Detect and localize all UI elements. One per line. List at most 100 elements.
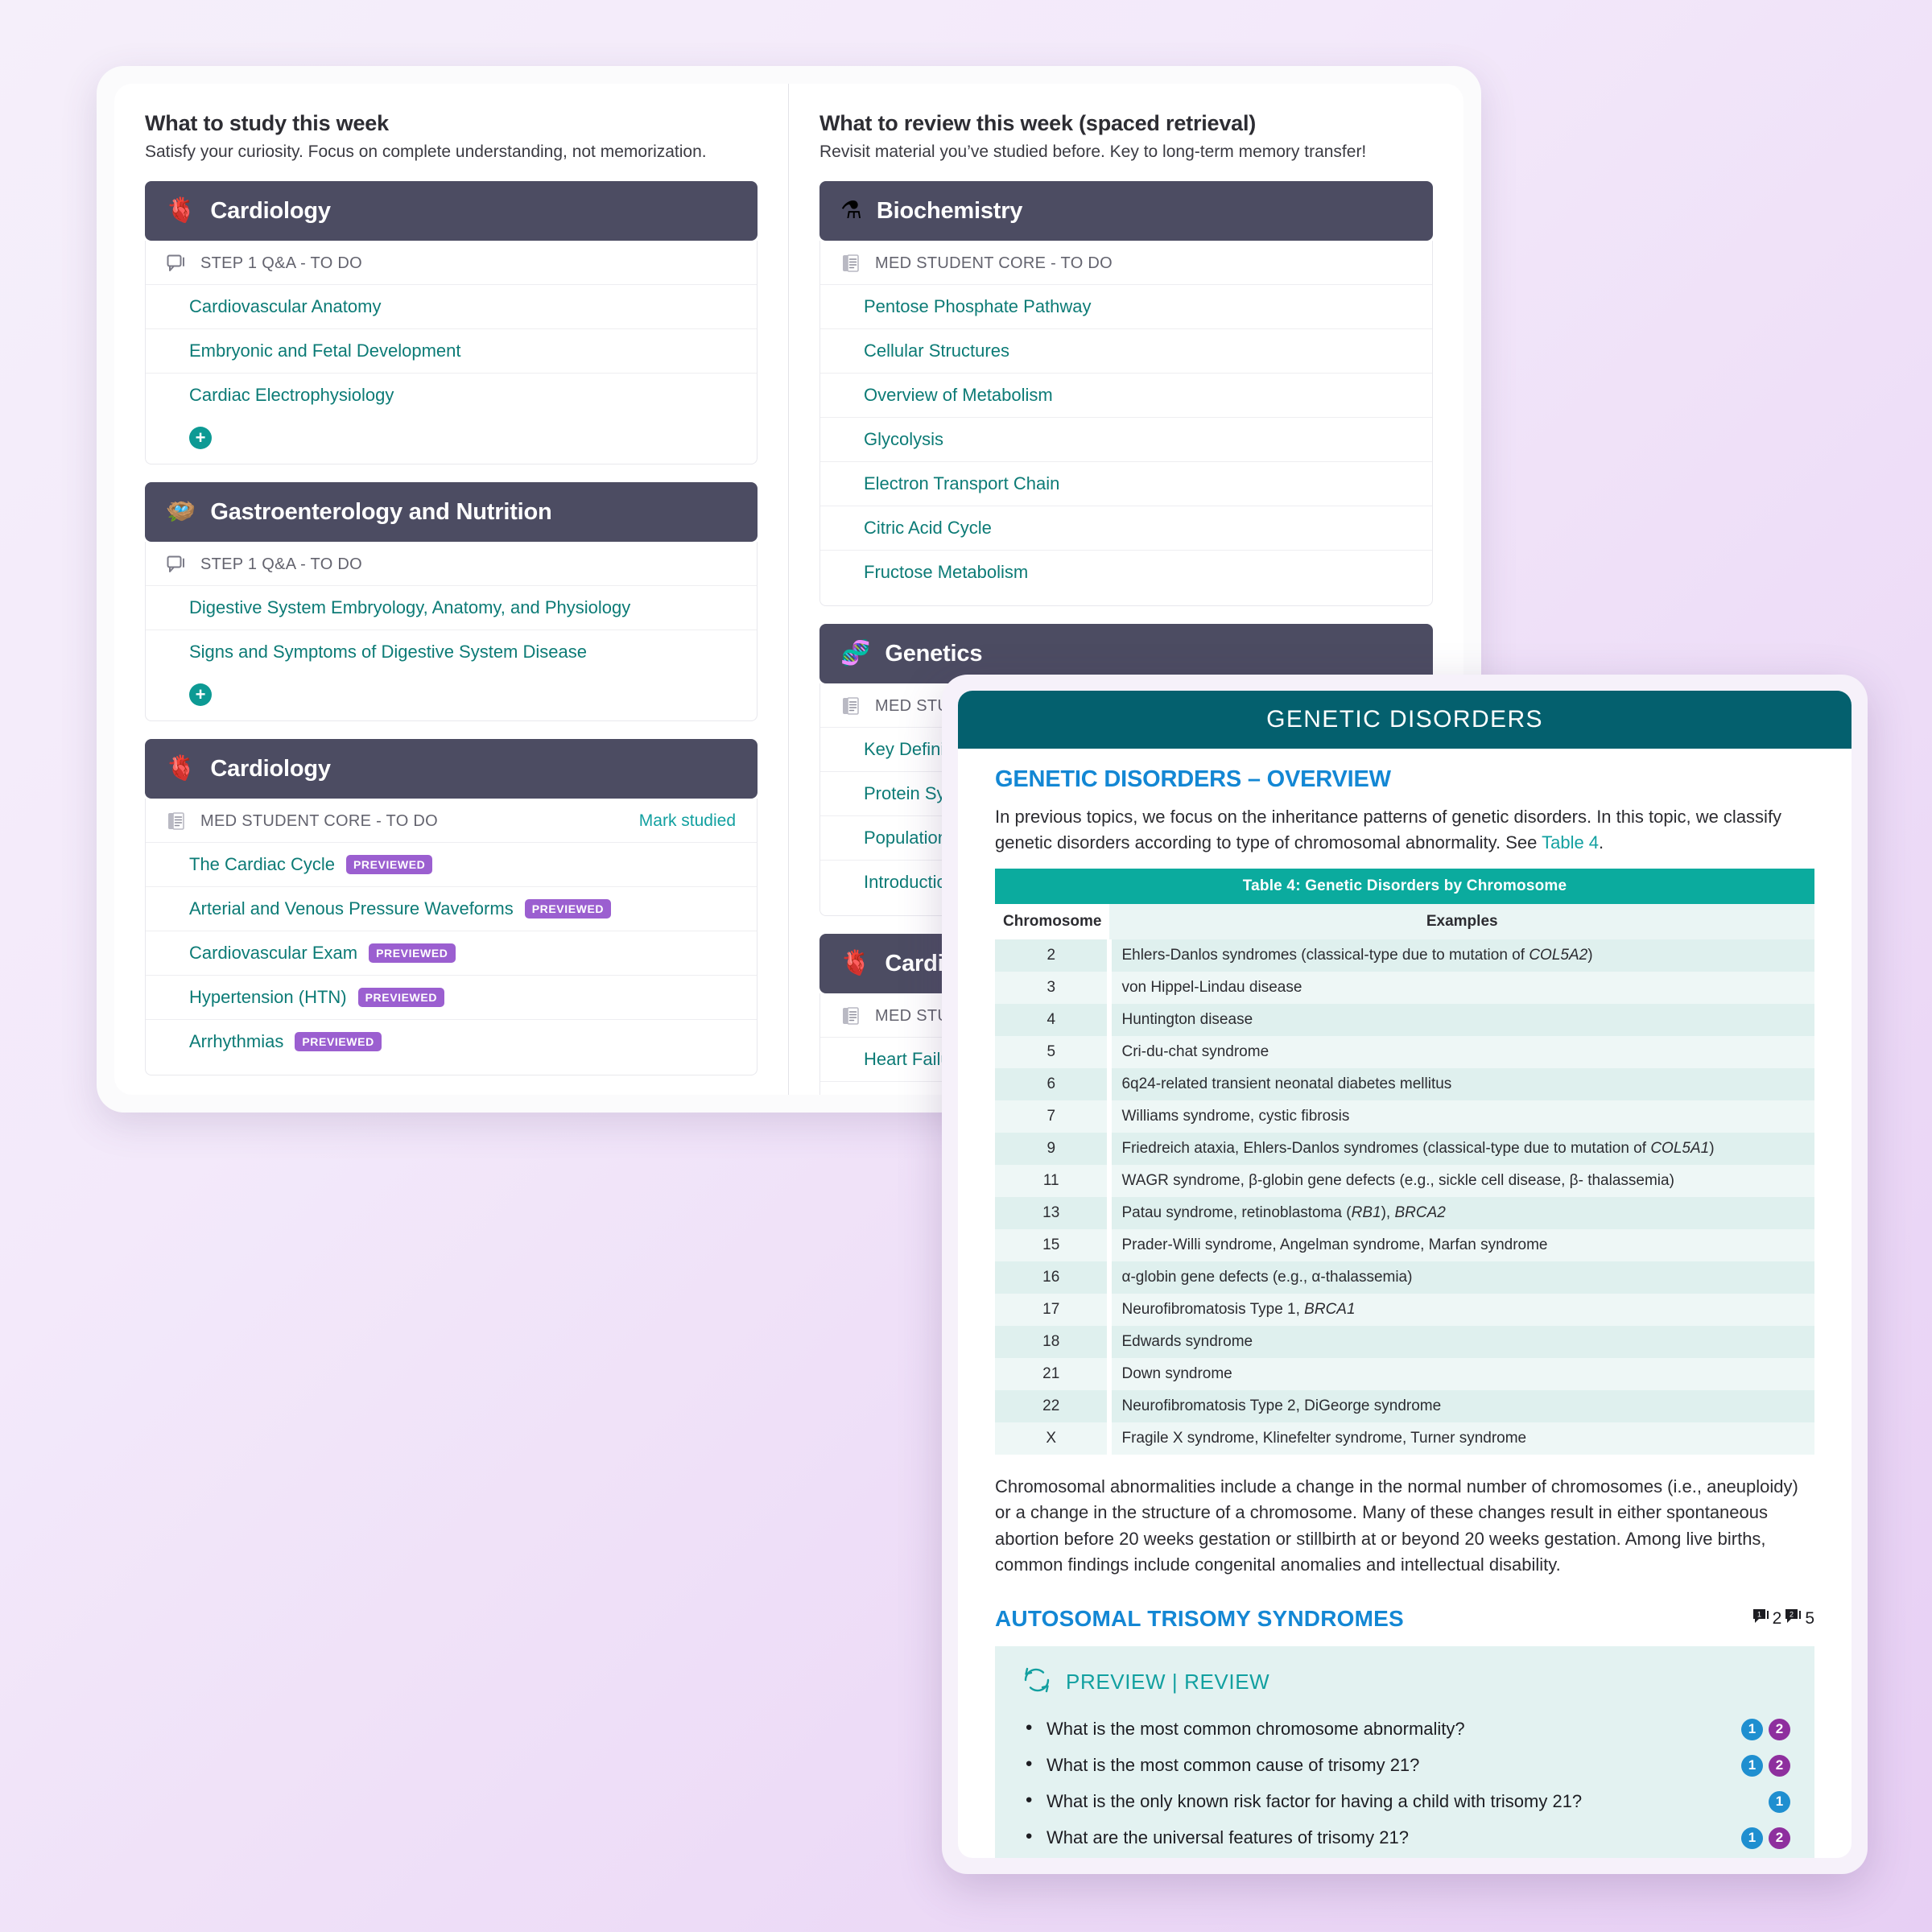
topic-link[interactable]: Glycolysis (864, 429, 944, 449)
topic-row[interactable]: Arrhythmias PREVIEWED (146, 1019, 757, 1063)
topic-link[interactable]: Cellular Structures (864, 341, 1009, 361)
table-cell-chromosome: 16 (995, 1261, 1113, 1294)
topic-link[interactable]: Fructose Metabolism (864, 562, 1029, 582)
table-row: 11 WAGR syndrome, β-globin gene defects (… (995, 1164, 1814, 1197)
overview-paragraph: In previous topics, we focus on the inhe… (995, 804, 1814, 856)
level-2-pill: 2 (1769, 1827, 1790, 1849)
overview-text-before: In previous topics, we focus on the inhe… (995, 807, 1782, 852)
table-cell-examples: Down syndrome (1109, 1357, 1814, 1390)
add-topic-button[interactable]: + (189, 683, 212, 706)
question-item[interactable]: What is the most common cause of trisomy… (1019, 1748, 1790, 1784)
document-body: GENETIC DISORDERS – OVERVIEW In previous… (958, 749, 1852, 1858)
topic-link[interactable]: Electron Transport Chain (864, 473, 1060, 493)
question-item[interactable]: What is the most common chromosome abnor… (1019, 1711, 1790, 1748)
subject-title: Cardiology (210, 197, 331, 224)
previewed-badge: PREVIEWED (524, 899, 612, 919)
svg-text:2: 2 (1790, 1610, 1794, 1618)
topic-link[interactable]: Arterial and Venous Pressure Waveforms (189, 898, 514, 919)
subject-header[interactable]: 🧬 Genetics (819, 624, 1433, 683)
table-cell-examples: Cri-du-chat syndrome (1109, 1035, 1814, 1068)
table-cell-chromosome: 18 (995, 1325, 1113, 1358)
table-cell-examples: Fragile X syndrome, Klinefelter syndrome… (1109, 1422, 1814, 1455)
question-item[interactable]: What is the only known risk factor for h… (1019, 1784, 1790, 1820)
topic-row[interactable]: The Cardiac Cycle PREVIEWED (146, 842, 757, 886)
topic-row[interactable]: Citric Acid Cycle (820, 506, 1432, 550)
topic-row[interactable]: Fructose Metabolism (820, 550, 1432, 594)
subject-title: Biochemistry (876, 197, 1023, 224)
topic-row[interactable]: Cardiac Electrophysiology (146, 373, 757, 417)
subject-card: 🫀 Cardiology STEP 1 Q&A - TO DO Cardiovascu… (145, 181, 758, 464)
subject-header[interactable]: 🪺 Gastroenterology and Nutrition (145, 482, 758, 542)
qa-bubble-2-icon: 2 (1785, 1608, 1802, 1629)
document-banner: GENETIC DISORDERS (958, 691, 1852, 749)
table-cell-chromosome: 17 (995, 1293, 1113, 1326)
topic-row[interactable]: Cellular Structures (820, 328, 1432, 373)
topic-row[interactable]: Hypertension (HTN) PREVIEWED (146, 975, 757, 1019)
topic-row[interactable]: Digestive System Embryology, Anatomy, an… (146, 585, 757, 630)
topic-link[interactable]: Cardiac Electrophysiology (189, 385, 394, 405)
subject-header[interactable]: 🫀 Cardiology (145, 181, 758, 241)
topic-row[interactable]: Pentose Phosphate Pathway (820, 284, 1432, 328)
table-row: 18 Edwards syndrome (995, 1325, 1814, 1358)
question-item[interactable]: What are the universal features of triso… (1019, 1820, 1790, 1856)
topic-link[interactable]: Arrhythmias (189, 1031, 284, 1051)
table-cell-examples: Neurofibromatosis Type 1, BRCA1 (1109, 1293, 1814, 1326)
chromosomal-abnormalities-paragraph: Chromosomal abnormalities include a chan… (995, 1476, 1798, 1575)
add-topic-button[interactable]: + (189, 427, 212, 449)
book-icon (841, 1006, 862, 1026)
topic-row[interactable]: Overview of Metabolism (820, 373, 1432, 417)
topic-link[interactable]: Pentose Phosphate Pathway (864, 296, 1092, 316)
level-1-pill: 1 (1741, 1718, 1763, 1740)
topic-link[interactable]: Cardiovascular Anatomy (189, 296, 382, 316)
topic-link[interactable]: The Cardiac Cycle (189, 854, 335, 874)
table-row: 4 Huntington disease (995, 1003, 1814, 1036)
topic-link[interactable]: Overview of Metabolism (864, 385, 1053, 405)
question-text: What is the most common cause of trisomy… (1046, 1755, 1420, 1776)
preview-review-label: PREVIEW | REVIEW (1066, 1669, 1270, 1694)
topic-row[interactable]: Cardiovascular Exam PREVIEWED (146, 931, 757, 975)
table-row: 7 Williams syndrome, cystic fibrosis (995, 1100, 1814, 1133)
topic-row[interactable]: Cardiovascular Anatomy (146, 284, 757, 328)
mark-studied-link[interactable]: Mark studied (638, 811, 736, 830)
subject-header[interactable]: 🫀 Cardiology (145, 739, 758, 799)
topic-link[interactable]: Hypertension (HTN) (189, 987, 347, 1007)
table-header-examples: Examples (1109, 903, 1814, 939)
table-row: 21 Down syndrome (995, 1357, 1814, 1390)
table-cell-examples: 6q24-related transient neonatal diabetes… (1109, 1067, 1814, 1100)
topic-link[interactable]: Embryonic and Fetal Development (189, 341, 461, 361)
subject-header[interactable]: ⚗ Biochemistry (819, 181, 1433, 241)
question-pills: 1 (1769, 1790, 1790, 1813)
level-1-pill: 1 (1769, 1790, 1790, 1813)
topic-link[interactable]: Digestive System Embryology, Anatomy, an… (189, 597, 631, 617)
column-title: What to review this week (spaced retriev… (819, 111, 1257, 135)
topic-link[interactable]: Signs and Symptoms of Digestive System D… (189, 642, 587, 662)
previewed-badge: PREVIEWED (357, 988, 445, 1007)
topic-row[interactable]: Electron Transport Chain (820, 461, 1432, 506)
topic-row[interactable]: Embryonic and Fetal Development (146, 328, 757, 373)
overview-heading: GENETIC DISORDERS – OVERVIEW (995, 766, 1391, 792)
topic-link[interactable]: Cardiovascular Exam (189, 943, 358, 963)
table-cell-chromosome: 13 (995, 1196, 1113, 1229)
topic-row[interactable]: Signs and Symptoms of Digestive System D… (146, 630, 757, 674)
document-viewer-content: GENETIC DISORDERS GENETIC DISORDERS – OV… (958, 691, 1852, 1858)
dna-icon: 🧬 (840, 640, 871, 667)
table-cell-chromosome: 6 (995, 1067, 1113, 1100)
table-row: 13 Patau syndrome, retinoblastoma (RB1), … (995, 1196, 1814, 1229)
table-cell-examples: α-globin gene defects (e.g., α-thalassem… (1109, 1261, 1814, 1294)
table-cell-examples: Neurofibromatosis Type 2, DiGeorge syndr… (1109, 1389, 1814, 1422)
preview-review-header: PREVIEW | REVIEW (1019, 1666, 1790, 1699)
topic-link[interactable]: Citric Acid Cycle (864, 518, 992, 538)
table-row: 5 Cri-du-chat syndrome (995, 1035, 1814, 1068)
chat-bubble-icon (167, 555, 188, 574)
qa-bubble-1-icon: 1 (1752, 1608, 1770, 1629)
table-4-link[interactable]: Table 4 (1542, 832, 1600, 852)
table-cell-examples: Patau syndrome, retinoblastoma (RB1), BR… (1109, 1196, 1814, 1229)
topic-row[interactable]: Glycolysis (820, 417, 1432, 461)
column-subtitle: Satisfy your curiosity. Focus on complet… (145, 142, 707, 161)
table-cell-chromosome: 21 (995, 1357, 1113, 1390)
table-cell-chromosome: 5 (995, 1035, 1113, 1068)
category-label: STEP 1 Q&A - TO DO (200, 555, 363, 573)
topic-row[interactable]: Arterial and Venous Pressure Waveforms PR… (146, 886, 757, 931)
